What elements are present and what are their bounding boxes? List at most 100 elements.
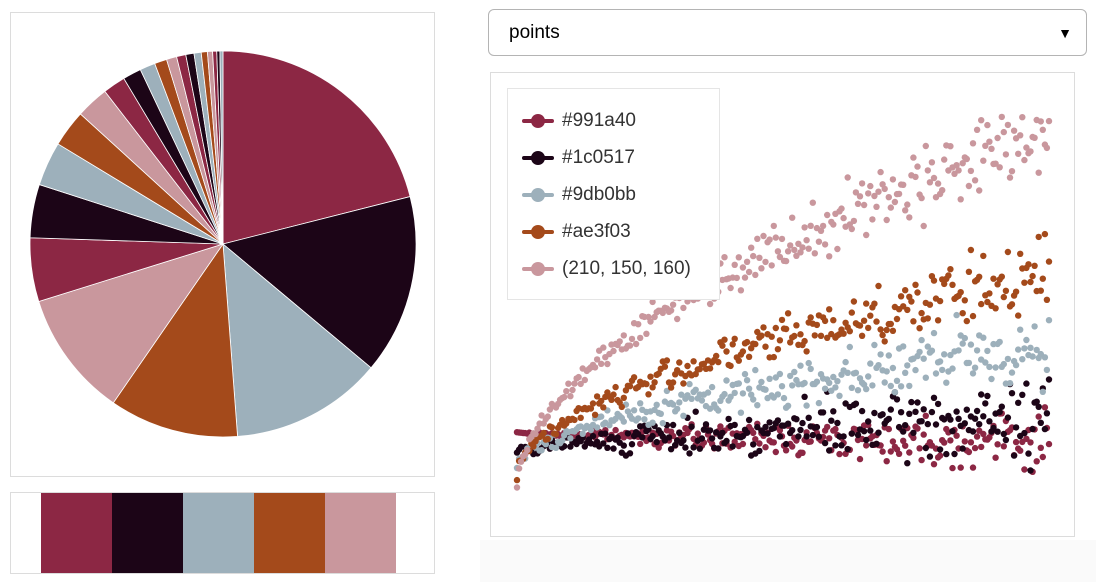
scatter-point [930,329,938,337]
scatter-point [1021,156,1028,164]
scatter-point [674,315,681,323]
scatter-point [986,363,993,371]
scatter-point [813,423,821,431]
plot-type-select[interactable]: points ▼ [488,9,1087,56]
panel-footer [480,540,1096,582]
scatter-point [854,387,862,394]
scatter-point [704,389,712,396]
scatter-point [713,429,720,436]
scatter-point [750,396,757,403]
scatter-point [715,407,722,414]
scatter-point [941,416,948,423]
scatter-point [881,338,888,345]
scatter-point [626,383,634,390]
scatter-point [852,189,860,196]
scatter-point [789,427,796,434]
scatter-point [994,428,1001,435]
scatter-point [770,439,777,446]
scatter-point [721,254,728,261]
scatter-point [947,351,954,359]
scatter-point [542,441,549,448]
scatter-point [984,298,991,306]
scatter-point [762,386,769,393]
scatter-point [965,268,973,275]
scatter-point [721,336,728,343]
scatter-point [873,203,880,210]
scatter-point [1031,262,1038,269]
scatter-point [567,393,574,400]
scatter-point [821,241,829,248]
scatter-point [986,290,993,297]
scatter-point [934,180,942,187]
scatter-point [626,450,634,457]
scatter-point [635,415,642,422]
scatter-point [1023,144,1030,151]
scatter-point [768,262,775,269]
pie-slice-1 [222,196,417,369]
scatter-point [817,332,825,339]
scatter-point [713,352,720,360]
scatter-point [813,378,821,385]
scatter-point [906,382,913,390]
scatter-point [604,360,611,368]
scatter-point [889,176,897,183]
scatter-point [1017,132,1024,139]
legend-label: #9db0bb [562,184,636,205]
scatter-point [745,353,753,360]
scatter-point [737,287,745,294]
scatter-point [598,360,605,367]
scatter-point [1019,391,1026,398]
scatter-point [834,419,841,427]
scatter-point [875,282,882,290]
scatter-point [1045,440,1053,448]
scatter-point [832,425,839,433]
scatter-point [902,442,909,449]
scatter-point [986,138,993,145]
scatter-point [696,445,703,452]
scatter-point [739,348,747,355]
scatter-point [947,266,954,273]
scatter-point [976,421,983,428]
scatter-point [826,435,833,442]
scatter-point [826,253,833,260]
scatter-point [939,187,946,194]
scatter-point [799,449,806,456]
scatter-point [748,391,755,398]
scatter-point [871,341,878,349]
scatter-point [784,310,792,317]
scatter-point [883,368,890,375]
scatter-point [1006,380,1014,387]
scatter-point [867,360,874,367]
scatter-point [797,362,804,369]
scatter-point [626,342,634,349]
scatter-point [971,444,979,452]
scatter-point [760,232,767,240]
scatter-point [1041,425,1049,433]
scatter-point [784,420,792,427]
legend-marker-icon [522,220,554,244]
scatter-point [955,167,962,174]
scatter-point [1037,444,1044,451]
scatter-point [778,383,786,390]
scatter-point [887,382,894,390]
scatter-point [959,340,966,347]
scatter-point [624,430,632,437]
scatter-point [1010,127,1018,134]
scatter-point [688,423,695,430]
scatter-point [850,298,858,305]
scatter-point [593,393,601,400]
scatter-point [669,421,677,429]
scatter-point [943,379,950,386]
scatter-point [1000,443,1007,450]
scatter-point [797,331,804,338]
scatter-point [971,364,979,371]
scatter-point [930,174,938,182]
scatter-point [1031,134,1038,141]
scatter-point [739,440,747,448]
scatter-point [867,312,874,319]
scatter-point [651,313,658,321]
scatter-point [743,258,751,265]
scatter-point [756,254,763,261]
scatter-point [756,440,763,447]
scatter-point [803,237,810,244]
